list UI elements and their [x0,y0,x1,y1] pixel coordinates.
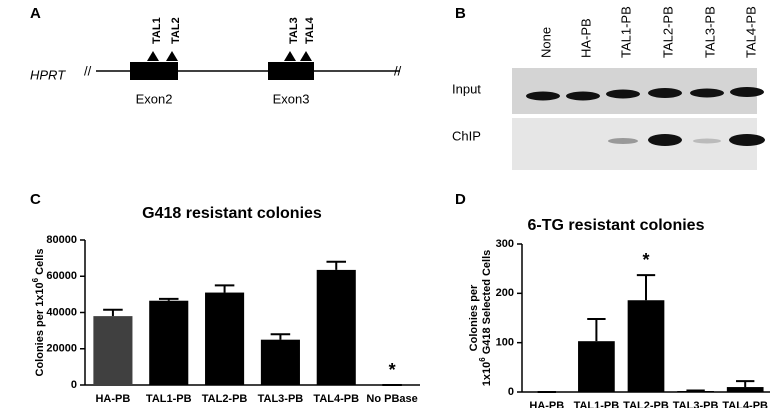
chart: C G418 resistant colonies Colonies per 1x1… [30,191,420,405]
label-part: G418 Selected Cells [481,250,493,358]
x-tick-label: TAL1-PB [574,400,620,408]
y-tick-label: 100 [496,337,514,349]
bar [260,339,300,385]
error-bar [636,274,656,301]
y-axis-label: 1x106 G418 Selected Cells [478,250,493,387]
lane-label: TAL3-PB [702,6,717,58]
site-label: TAL2 [170,17,182,44]
error-bar [326,260,347,270]
site-label: TAL3 [288,17,300,44]
y-tick-label: 20000 [46,343,77,355]
x-tick-label: TAL1-PB [146,393,192,405]
error-bar [158,297,179,301]
y-tick-label: 0 [71,379,77,391]
x-tick-label: TAL4-PB [313,393,359,405]
panel-letter: D [455,191,466,208]
break-mark: // [394,63,402,78]
error-bar [270,333,291,340]
superscript: 6 [478,357,487,362]
label-part: Colonies per [468,284,480,351]
label-part: Cells [34,249,46,278]
bar [627,300,665,392]
error-bar [214,284,235,293]
bar [149,300,189,385]
lane-label: TAL1-PB [618,6,633,58]
lane-label: HA-PB [578,18,593,58]
exon-label: Exon3 [273,91,310,106]
bands [526,87,765,146]
y-tick-label: 200 [496,287,514,299]
y-axis-label: Colonies per 1x106 Cells [31,249,46,377]
y-tick-label: 60000 [46,270,77,282]
bar [726,387,764,392]
panel-letter: B [455,5,466,22]
exon-box [130,62,178,80]
exon-box [268,62,314,80]
lane-label: TAL4-PB [743,6,758,58]
panel-letter: C [30,191,41,208]
row-label: Input [452,81,481,96]
row-label: ChIP [452,128,481,143]
x-tick-label: TAL4-PB [722,400,768,408]
lane-label: TAL2-PB [660,6,675,58]
error-bar [587,317,606,342]
x-tick-label: TAL3-PB [673,400,719,408]
site-arrow [147,51,159,61]
bar [205,292,245,385]
label-part: Colonies per 1x10 [34,282,46,376]
label-part: 1x10 [481,362,493,386]
x-tick-label: HA-PB [95,393,130,405]
x-tick-label: TAL2-PB [202,393,248,405]
y-tick-label: 300 [496,238,514,250]
gene-name: HPRT [30,67,66,82]
x-tick-label: TAL2-PB [623,400,669,408]
bar [93,316,133,385]
exon-label: Exon2 [136,91,173,106]
x-tick-label: HA-PB [529,400,564,408]
panel-letter: A [30,5,41,22]
break-mark: // [84,63,92,78]
y-tick-label: 0 [508,386,514,398]
chart: D 6-TG resistant colonies Colonies per1x10… [455,191,770,408]
site-arrow [284,51,296,61]
annotation: * [642,250,649,270]
x-tick-label: No PBase [366,393,417,405]
chart-title: G418 resistant colonies [142,205,322,222]
y-axis-label: Colonies per [468,284,480,351]
site-label: TAL4 [304,16,316,44]
site-label: TAL1 [151,17,163,44]
error-bar [736,380,755,388]
y-tick-label: 80000 [46,234,77,246]
bar [316,269,356,385]
lane-labels: None HA-PB TAL1-PB TAL2-PB TAL3-PB TAL4-PB [538,6,758,58]
panel-a: A HPRT // // Exon2 Exon3 TAL1 TAL2 TAL3 … [30,5,402,106]
superscript: 6 [31,277,40,282]
gel-chip [512,118,757,170]
error-bar [103,308,123,317]
site-arrow [300,51,312,61]
annotation: * [389,360,396,380]
y-tick-label: 40000 [46,306,77,318]
panel-b: B Input ChIP None HA-PB TAL1-PB TAL2-PB TAL3… [452,5,765,170]
chart-title: 6-TG resistant colonies [528,217,705,234]
bar [578,341,615,392]
x-tick-label: TAL3-PB [258,393,304,405]
lane-label: None [538,27,553,58]
site-arrow [166,51,178,61]
